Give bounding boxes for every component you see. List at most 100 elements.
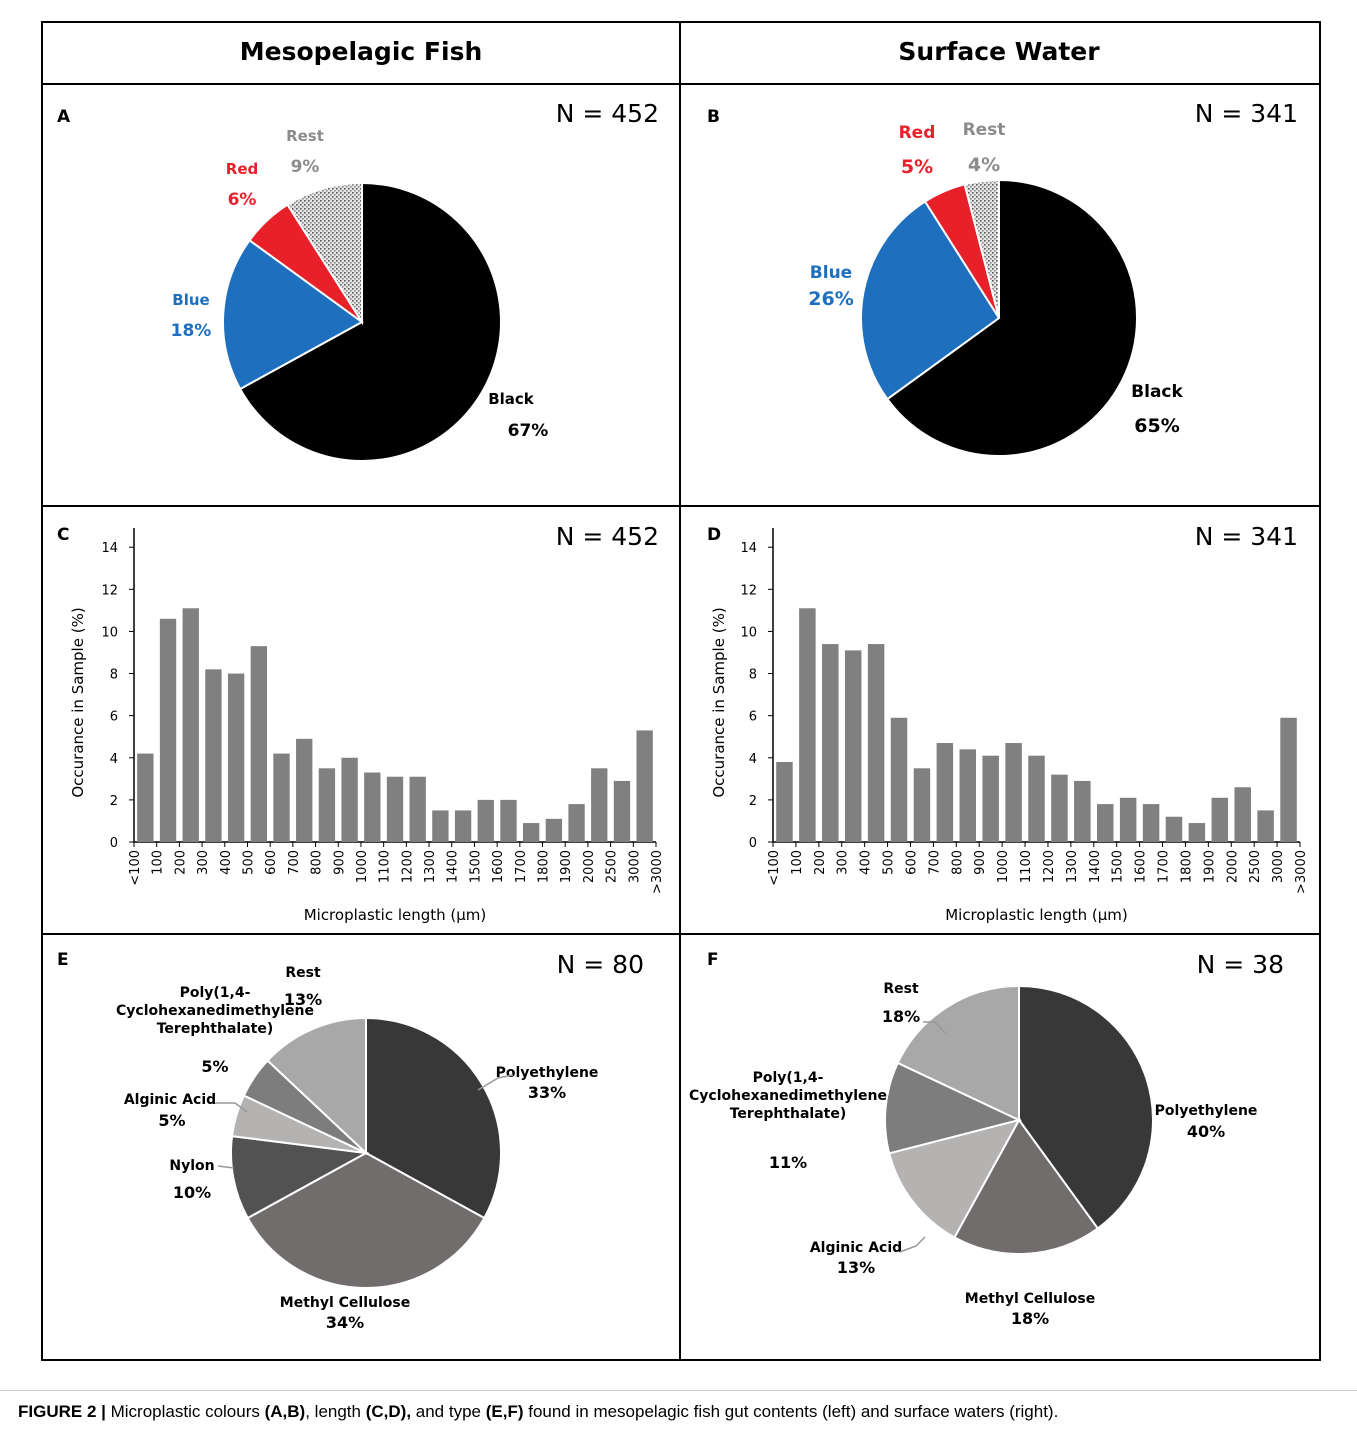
- pie-label-rest: Rest: [883, 981, 919, 997]
- bar-1700-1800: [523, 823, 540, 842]
- pie-value-rest: 18%: [882, 1007, 920, 1026]
- bar-1600-1700: [500, 799, 517, 842]
- pie-label-nylon: Nylon: [169, 1158, 214, 1174]
- x-tick-label: >3000: [1294, 850, 1309, 894]
- leader-line-nylon: [217, 1165, 235, 1169]
- bar-1200-1300: [409, 776, 426, 842]
- x-axis-title: Microplastic length (μm): [304, 906, 487, 924]
- caption-text-1: Microplastic colours: [105, 1402, 265, 1421]
- pie-slice-black: [885, 178, 1138, 457]
- pie-chart-type-fish: Polyethylene 33% Methyl Cellulose 34% Nylon 1…: [116, 965, 598, 1332]
- column-header-right: Surface Water: [898, 37, 1100, 66]
- bar-1000-1100: [1005, 743, 1022, 842]
- pie-value-poly-1-4-cyclohexanedimethylene-terephthalate: 11%: [769, 1153, 807, 1172]
- bar-1800-1900: [1188, 823, 1206, 842]
- bar-1500-1600: [477, 799, 494, 842]
- x-tick-label: 800: [310, 850, 325, 875]
- x-tick-label: 600: [264, 850, 279, 875]
- x-tick-label: 300: [836, 850, 851, 875]
- leader-line-alginic-acid: [899, 1236, 926, 1253]
- caption-text-4: found in mesopelagic fish gut contents (…: [523, 1402, 1059, 1421]
- x-tick-label: 1000: [355, 850, 370, 883]
- bar-1000-1100: [364, 772, 381, 842]
- y-tick-label: 6: [110, 710, 118, 725]
- x-tick-label: 1300: [423, 850, 438, 883]
- y-axis-title: Occurance in Sample (%): [710, 607, 728, 797]
- bar-2500-3000: [613, 780, 631, 842]
- column-header-left: Mesopelagic Fish: [240, 37, 483, 66]
- caption-text-3: and type: [411, 1402, 486, 1421]
- pie-slice-blue: [860, 200, 1001, 401]
- n-label-c: N = 452: [556, 522, 659, 551]
- bar-1100-1200: [386, 776, 404, 842]
- pie-value-blue: 26%: [808, 288, 853, 310]
- panel-letters: A B C D E F: [57, 107, 721, 970]
- bar-2500-3000: [1257, 810, 1274, 842]
- panel-letter-a: A: [57, 107, 71, 127]
- pie-value-poly-1-4-cyclohexanedimethylene-terephthalate: 5%: [201, 1057, 228, 1076]
- x-tick-label: 1300: [1065, 850, 1080, 883]
- bar-100-100: [137, 753, 154, 842]
- x-axis-title: Microplastic length (μm): [945, 906, 1128, 924]
- pie-label-blue: Blue: [172, 291, 209, 309]
- y-tick-label: 10: [101, 625, 118, 640]
- caption-label: FIGURE 2 |: [18, 1402, 106, 1421]
- bar-900-1000: [982, 755, 999, 842]
- y-tick-label: 8: [110, 668, 118, 683]
- pie-chart-colours-fish: Black 67% Blue 18% Red 6% Rest 9%: [171, 127, 548, 462]
- bar-500-600: [890, 717, 908, 842]
- bar-1400-1500: [1096, 804, 1114, 842]
- pie-label-rest: Rest: [285, 965, 321, 981]
- pie-slice-methyl-cellulose: [246, 1151, 486, 1290]
- panel-letter-d: D: [707, 525, 721, 545]
- x-tick-label: >3000: [650, 850, 665, 894]
- bar-1500-1600: [1119, 797, 1137, 842]
- pie-value-rest: 13%: [284, 990, 322, 1009]
- bar-1300-1400: [432, 810, 449, 842]
- bar-100-100: [776, 761, 793, 842]
- bar-3000-3000: [636, 730, 653, 842]
- pie-label-red: Red: [899, 123, 936, 143]
- x-tick-label: 400: [859, 850, 874, 875]
- pie-slice-methyl-cellulose: [953, 1118, 1100, 1255]
- pie-value-methyl-cellulose: 18%: [1011, 1309, 1049, 1328]
- y-tick-label: 12: [740, 583, 757, 598]
- pie-label-rest: Rest: [286, 127, 324, 145]
- x-tick-label: 2000: [1225, 850, 1240, 883]
- x-tick-label: 1500: [1111, 850, 1126, 883]
- y-tick-label: 8: [749, 668, 757, 683]
- bar-800-900: [959, 749, 977, 842]
- bar-2000-2500: [591, 768, 608, 842]
- y-tick-label: 6: [749, 710, 757, 725]
- bar-300-400: [844, 650, 862, 842]
- y-tick-label: 14: [101, 541, 118, 556]
- x-tick-label: <100: [128, 850, 143, 886]
- caption-panels-ab: (A,B): [264, 1402, 306, 1421]
- pie-value-red: 6%: [228, 190, 257, 210]
- bar-600-700: [273, 753, 290, 842]
- pie-slice-alginic-acid: [887, 1118, 1021, 1239]
- x-tick-label: 1400: [1088, 850, 1103, 883]
- pie-value-polyethylene: 40%: [1187, 1122, 1225, 1141]
- bar-600-700: [913, 768, 931, 842]
- bar-chart-length-fish: 0 2 4 6 8 10 12 14 <100 100 200 300 400 500 600 700 800 9…: [69, 528, 665, 924]
- panel-grid: [41, 21, 1321, 1361]
- bar-1200-1300: [1051, 774, 1068, 842]
- pie-slice-black: [238, 181, 502, 462]
- figure-caption: FIGURE 2 | Microplastic colours (A,B), l…: [0, 1390, 1357, 1432]
- x-tick-label: 1500: [468, 850, 483, 883]
- bar-chart-length-surface: 0 2 4 6 8 10 12 14 <100 100 200 300 400 500 600 700 800 9…: [710, 528, 1309, 924]
- pie-value-methyl-cellulose: 34%: [326, 1313, 364, 1332]
- x-tick-label: 1900: [559, 850, 574, 883]
- panel-letter-e: E: [57, 950, 69, 970]
- pie-label-polyethylene: Polyethylene: [496, 1065, 599, 1081]
- x-tick-label: 2500: [605, 850, 620, 883]
- x-tick-label: 1700: [1157, 850, 1172, 883]
- x-tick-label: 1200: [1042, 850, 1057, 883]
- y-tick-label: 4: [110, 752, 118, 767]
- pie-label-methyl-cellulose: Methyl Cellulose: [280, 1295, 410, 1311]
- bar-500-600: [250, 646, 267, 842]
- bar-1900-2000: [1211, 797, 1229, 842]
- pie-label-alginic-acid: Alginic Acid: [124, 1092, 216, 1108]
- y-tick-label: 14: [740, 541, 757, 556]
